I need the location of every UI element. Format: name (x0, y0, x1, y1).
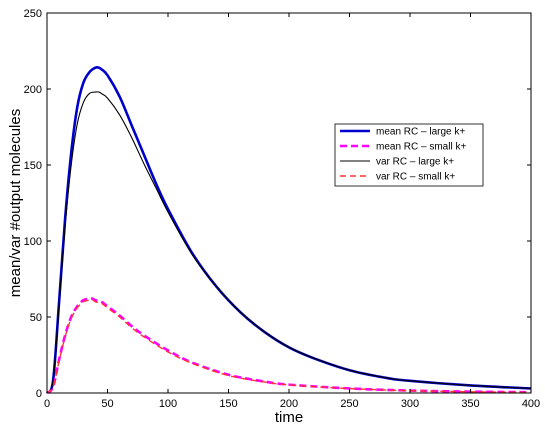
plot-background (47, 13, 531, 393)
tick-layer: 0 50 100 150 200 250 300 350 400 0 50 100 150 200 250 (24, 8, 541, 410)
x-tick-label: 350 (461, 398, 479, 410)
y-tick-label: 50 (30, 312, 42, 324)
legend-box (334, 123, 484, 187)
x-tick-label: 200 (280, 398, 298, 410)
y-tick-label: 0 (36, 388, 42, 400)
legend-label-3: var RC – large k+ (376, 157, 454, 168)
series-layer (45, 66, 532, 395)
y-tick-label: 150 (24, 160, 42, 172)
x-tick-label: 400 (522, 398, 540, 410)
legend-label-1: mean RC – large k+ (376, 127, 465, 138)
legend-label-2: mean RC – small k+ (376, 142, 466, 153)
legend: mean RC – large k+ mean RC – small k+ var … (334, 123, 484, 187)
x-axis-label: time (275, 409, 303, 426)
y-tick-label: 100 (24, 236, 42, 248)
x-tick-label: 0 (44, 398, 50, 410)
x-tick-label: 250 (340, 398, 358, 410)
x-tick-label: 150 (219, 398, 237, 410)
series-line-3 (46, 91, 532, 394)
x-tick-label: 100 (159, 398, 177, 410)
series-line-4 (46, 299, 532, 394)
legend-label-4: var RC – small k+ (376, 172, 455, 183)
x-tick-label: 300 (401, 398, 419, 410)
x-tick-label: 50 (101, 398, 113, 410)
y-tick-label: 250 (24, 8, 42, 20)
y-axis-label: mean/var #output molecules (7, 109, 24, 297)
y-tick-label: 200 (24, 84, 42, 96)
